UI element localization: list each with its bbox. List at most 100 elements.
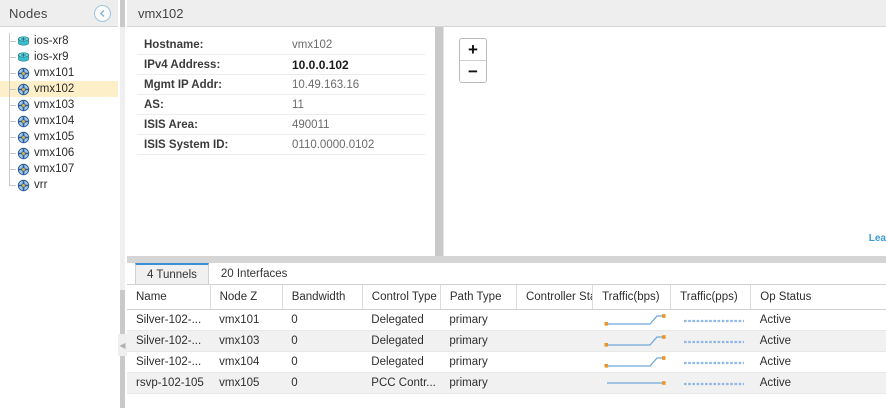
tree-connector [5,65,17,81]
detail-label: Mgmt IP Addr: [144,78,222,91]
detail-value: 10.0.0.102 [292,57,349,72]
sidebar-item-label: vmx105 [34,131,75,143]
cell-name: Silver-102-... [127,309,211,331]
sidebar-item-label: ios-xr9 [34,51,69,63]
cell-controller-status [516,330,593,352]
tree-connector [5,145,17,161]
cell-path-type: primary [440,351,517,373]
sidebar-item-vrr[interactable]: vrr [0,177,118,193]
detail-label: Hostname: [144,38,204,51]
sidebar-item-label: vmx104 [34,115,75,127]
cell-control-type: Delegated [362,330,441,352]
cell-controller-status [516,351,593,373]
detail-value: 10.49.163.16 [292,78,360,91]
node-details-panel: Hostname: vmx102 IPv4 Address: 10.0.0.10… [127,27,435,256]
cell-path-type: primary [440,330,517,352]
column-header-control-type[interactable]: Control Type [362,285,441,310]
chevron-left-circle-icon[interactable] [94,4,111,22]
sidebar-item-vmx102[interactable]: vmx102 [0,81,118,97]
map-attribution[interactable]: Lea [868,233,886,244]
column-header-traffic-pps[interactable]: Traffic(pps) [670,285,752,310]
sidebar-item-ios-xr9[interactable]: ios-xr9 [0,49,118,65]
cell-traffic-bps [592,351,671,373]
tree-connector [5,129,17,145]
sidebar-item-label: vmx106 [34,147,75,159]
topology-map[interactable]: + − Lea [443,27,886,256]
cell-node-z: vmx101 [210,309,283,331]
sidebar-item-label: vrr [34,179,48,191]
column-header-node-z[interactable]: Node Z [210,285,283,310]
table-row[interactable]: rsvp-102-105 vmx105 0 PCC Contr... prima… [127,372,886,394]
traffic-bps-sparkline-icon [604,314,666,326]
cell-traffic-pps [670,330,751,352]
column-header-traffic-bps[interactable]: Traffic(bps) [592,285,672,310]
splitter-collapse-handle[interactable]: ◀ [118,334,127,356]
cell-node-z: vmx104 [210,351,283,373]
column-header-bandwidth[interactable]: Bandwidth [282,285,363,310]
table-row[interactable]: Silver-102-... vmx103 0 Delegated primar… [127,330,886,352]
router-cylinder-icon [17,35,30,48]
detail-row: Mgmt IP Addr: 10.49.163.16 [137,75,425,95]
detail-row: AS: 11 [137,95,425,115]
sidebar-item-vmx104[interactable]: vmx104 [0,113,118,129]
traffic-pps-sparkline-icon [683,361,744,365]
sidebar-item-label: vmx101 [34,67,75,79]
nodes-tree: ios-xr8 ios-xr9 [0,27,118,193]
column-header-name[interactable]: Name [127,285,211,310]
cell-bandwidth: 0 [282,372,363,394]
router-circle-icon [17,99,30,112]
tab-interfaces[interactable]: 20 Interfaces [208,263,300,284]
cell-bandwidth: 0 [282,309,363,331]
table-row[interactable]: Silver-102-... vmx101 0 Delegated primar… [127,309,886,331]
sidebar-item-vmx101[interactable]: vmx101 [0,65,118,81]
sidebar-item-vmx106[interactable]: vmx106 [0,145,118,161]
cell-path-type: primary [440,372,517,394]
zoom-in-button[interactable]: + [460,39,486,61]
sidebar-item-vmx105[interactable]: vmx105 [0,129,118,145]
tab-tunnels[interactable]: 4 Tunnels [135,263,209,284]
router-circle-icon [17,83,30,96]
sidebar-splitter[interactable]: ◀ [118,0,127,408]
horizontal-splitter[interactable] [127,256,886,263]
zoom-out-button[interactable]: − [460,61,486,82]
sidebar-item-vmx107[interactable]: vmx107 [0,161,118,177]
cell-op-status: Active [750,372,886,394]
sidebar-item-ios-xr8[interactable]: ios-xr8 [0,33,118,49]
tree-connector [5,33,17,49]
sidebar-item-vmx103[interactable]: vmx103 [0,97,118,113]
detail-value: vmx102 [292,38,333,51]
cell-controller-status [516,372,593,394]
cell-traffic-bps [592,372,671,394]
tunnels-table-wrapper: Name Node Z Bandwidth Control Type Path … [127,285,886,408]
column-header-controller-status[interactable]: Controller Statu [516,285,594,310]
column-header-path-type[interactable]: Path Type [440,285,517,310]
cell-op-status: Active [750,330,886,352]
table-header-row: Name Node Z Bandwidth Control Type Path … [127,285,886,310]
cell-bandwidth: 0 [282,330,363,352]
detail-label: AS: [144,98,164,111]
cell-node-z: vmx103 [210,330,283,352]
detail-row: IPv4 Address: 10.0.0.102 [137,55,425,75]
nodes-sidebar: Nodes ios-xr8 [0,0,118,408]
lower-section: 4 Tunnels 20 Interfaces Name Node Z Band… [127,263,886,408]
cell-traffic-pps [670,372,751,394]
cell-path-type: primary [440,309,517,331]
tree-connector [5,177,17,193]
cell-op-status: Active [750,309,886,331]
detail-label: ISIS Area: [144,118,198,131]
tree-connector [5,161,17,177]
router-circle-icon [17,115,30,128]
map-zoom-controls: + − [459,38,487,83]
tree-connector [5,113,17,129]
column-header-op-status[interactable]: Op Status [750,285,886,310]
tree-connector [5,49,17,65]
details-map-splitter[interactable] [435,27,443,256]
traffic-bps-sparkline-icon [606,381,666,385]
sidebar-header: Nodes [0,0,118,27]
detail-row: ISIS System ID: 0110.0000.0102 [137,135,425,155]
cell-name: rsvp-102-105 [127,372,211,394]
cell-control-type: Delegated [362,351,441,373]
main-header: vmx102 [127,0,886,27]
table-row[interactable]: Silver-102-... vmx104 0 Delegated primar… [127,351,886,373]
